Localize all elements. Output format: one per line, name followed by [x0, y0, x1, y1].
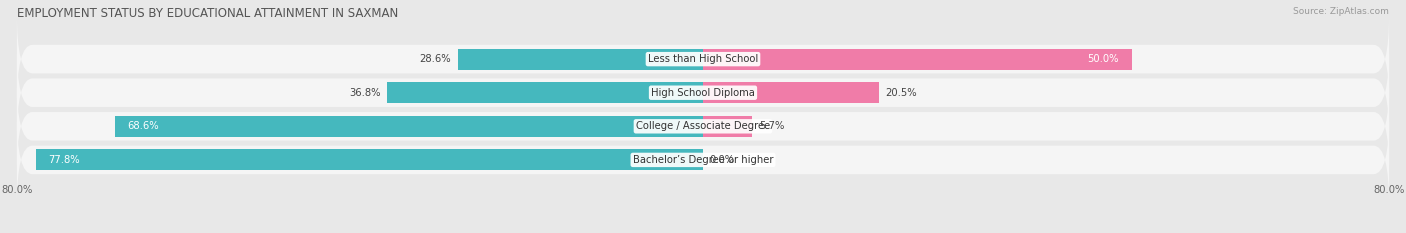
Bar — [35, 150, 703, 170]
Text: 28.6%: 28.6% — [419, 54, 451, 64]
Text: Bachelor’s Degree or higher: Bachelor’s Degree or higher — [633, 155, 773, 165]
Text: 36.8%: 36.8% — [349, 88, 381, 98]
Bar — [703, 116, 752, 137]
Text: 77.8%: 77.8% — [49, 155, 80, 165]
Text: High School Diploma: High School Diploma — [651, 88, 755, 98]
Bar — [115, 116, 703, 137]
Bar — [388, 82, 703, 103]
Text: Less than High School: Less than High School — [648, 54, 758, 64]
Text: 50.0%: 50.0% — [1087, 54, 1119, 64]
Text: EMPLOYMENT STATUS BY EDUCATIONAL ATTAINMENT IN SAXMAN: EMPLOYMENT STATUS BY EDUCATIONAL ATTAINM… — [17, 7, 398, 20]
FancyBboxPatch shape — [17, 13, 1389, 105]
Text: Source: ZipAtlas.com: Source: ZipAtlas.com — [1294, 7, 1389, 16]
FancyBboxPatch shape — [17, 114, 1389, 206]
Text: 68.6%: 68.6% — [128, 121, 159, 131]
Text: 0.0%: 0.0% — [710, 155, 735, 165]
Bar — [458, 49, 703, 69]
Text: College / Associate Degree: College / Associate Degree — [636, 121, 770, 131]
Bar — [703, 82, 879, 103]
Text: 5.7%: 5.7% — [759, 121, 785, 131]
FancyBboxPatch shape — [17, 47, 1389, 139]
Bar — [703, 49, 1132, 69]
FancyBboxPatch shape — [17, 80, 1389, 172]
Text: 20.5%: 20.5% — [886, 88, 917, 98]
